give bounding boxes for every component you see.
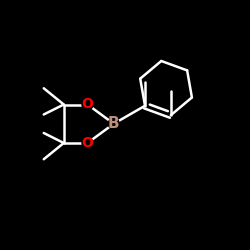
Circle shape <box>108 118 119 129</box>
Text: O: O <box>82 98 94 112</box>
Circle shape <box>82 99 93 110</box>
Text: B: B <box>108 116 120 131</box>
Text: O: O <box>82 136 94 150</box>
Circle shape <box>82 138 93 148</box>
